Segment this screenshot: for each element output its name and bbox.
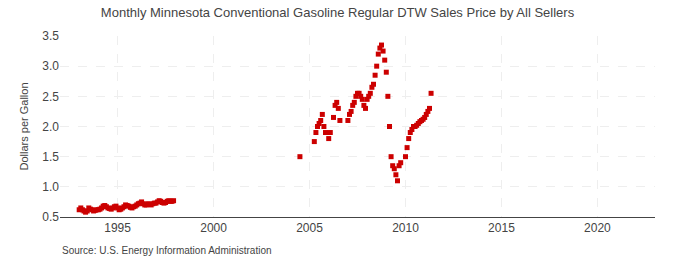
- svg-text:Monthly Minnesota Conventional: Monthly Minnesota Conventional Gasoline …: [101, 5, 575, 20]
- svg-text:2000: 2000: [200, 221, 227, 235]
- svg-text:Source: U.S. Energy Informatio: Source: U.S. Energy Information Administ…: [62, 245, 272, 256]
- svg-text:0.5: 0.5: [42, 210, 59, 224]
- svg-text:3.0: 3.0: [42, 59, 59, 73]
- svg-text:2.0: 2.0: [42, 120, 59, 134]
- svg-text:1.5: 1.5: [42, 150, 59, 164]
- svg-text:2005: 2005: [296, 221, 323, 235]
- svg-text:3.5: 3.5: [42, 29, 59, 43]
- svg-text:2015: 2015: [488, 221, 515, 235]
- svg-text:2020: 2020: [584, 221, 611, 235]
- svg-text:1.0: 1.0: [42, 180, 59, 194]
- svg-text:2.5: 2.5: [42, 90, 59, 104]
- svg-text:Dollars per Gallon: Dollars per Gallon: [18, 82, 30, 170]
- svg-text:2010: 2010: [392, 221, 419, 235]
- svg-text:1995: 1995: [104, 221, 131, 235]
